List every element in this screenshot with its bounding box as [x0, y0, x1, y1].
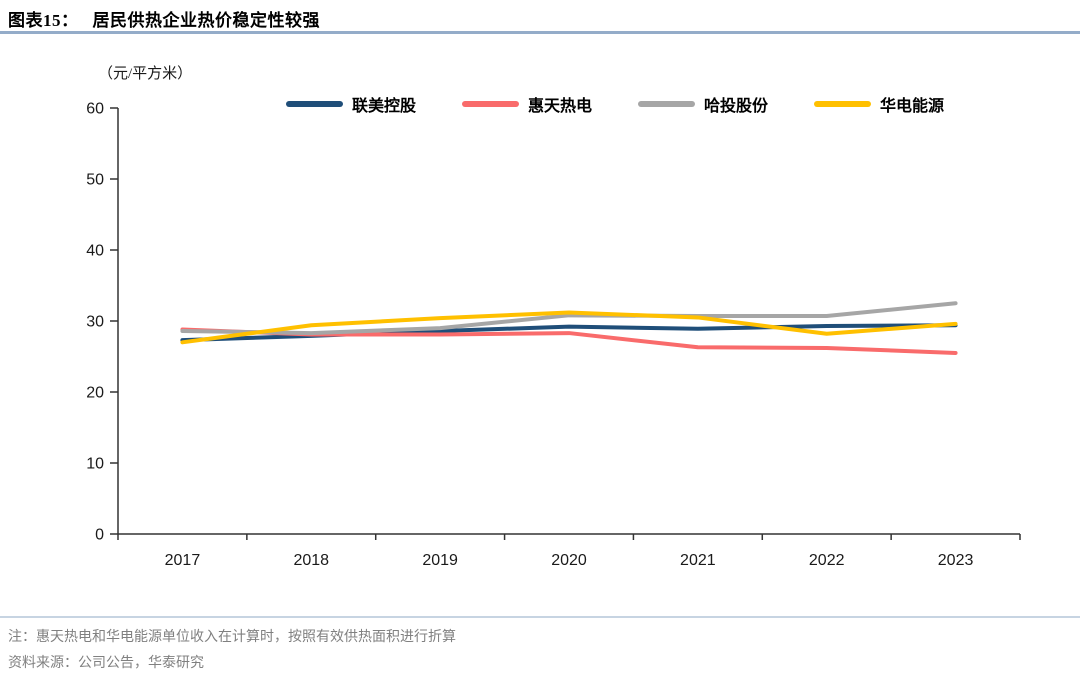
chart-source: 资料来源：公司公告，华泰研究 — [8, 656, 204, 671]
legend-item: 惠天热电 — [462, 92, 592, 116]
x-tick-label: 2019 — [422, 552, 458, 569]
x-tick-label: 2021 — [680, 552, 716, 569]
legend-swatch — [286, 101, 343, 107]
figure-title: 居民供热企业热价稳定性较强 — [92, 11, 320, 30]
legend-swatch — [462, 101, 520, 107]
x-tick-label: 2023 — [938, 552, 974, 569]
chart-note: 注：惠天热电和华电能源单位收入在计算时，按照有效供热面积进行折算 — [8, 630, 456, 645]
title-underline — [0, 31, 1080, 34]
y-tick-label: 10 — [86, 456, 104, 473]
footer-separator — [0, 616, 1080, 618]
x-tick-label: 2022 — [809, 552, 845, 569]
series-line-哈投股份 — [180, 301, 958, 336]
legend-swatch — [814, 101, 872, 107]
page-title: 图表15： 居民供热企业热价稳定性较强 — [8, 6, 320, 31]
y-tick-label: 0 — [95, 527, 104, 544]
y-tick-label: 20 — [86, 385, 104, 402]
y-tick-label: 50 — [86, 172, 104, 189]
legend-swatch — [638, 101, 696, 107]
legend-item: 联美控股 — [286, 92, 416, 116]
legend-item: 华电能源 — [814, 92, 944, 116]
chart-legend: 联美控股 惠天热电 哈投股份 华电能源 — [286, 92, 944, 116]
series-line-华电能源 — [180, 310, 958, 345]
x-tick-label: 2020 — [551, 552, 587, 569]
legend-label: 哈投股份 — [704, 98, 769, 115]
x-tick-label: 2018 — [293, 552, 329, 569]
x-tick-label: 2017 — [165, 552, 201, 569]
y-axis-unit-label: （元/平方米） — [98, 66, 193, 82]
legend-item: 哈投股份 — [638, 92, 768, 116]
y-tick-label: 40 — [86, 243, 104, 260]
figure-number: 图表15： — [8, 11, 79, 30]
legend-label: 华电能源 — [880, 98, 945, 115]
y-tick-label: 30 — [86, 314, 104, 331]
legend-label: 联美控股 — [352, 98, 417, 115]
legend-label: 惠天热电 — [528, 98, 593, 115]
y-tick-label: 60 — [86, 101, 104, 118]
